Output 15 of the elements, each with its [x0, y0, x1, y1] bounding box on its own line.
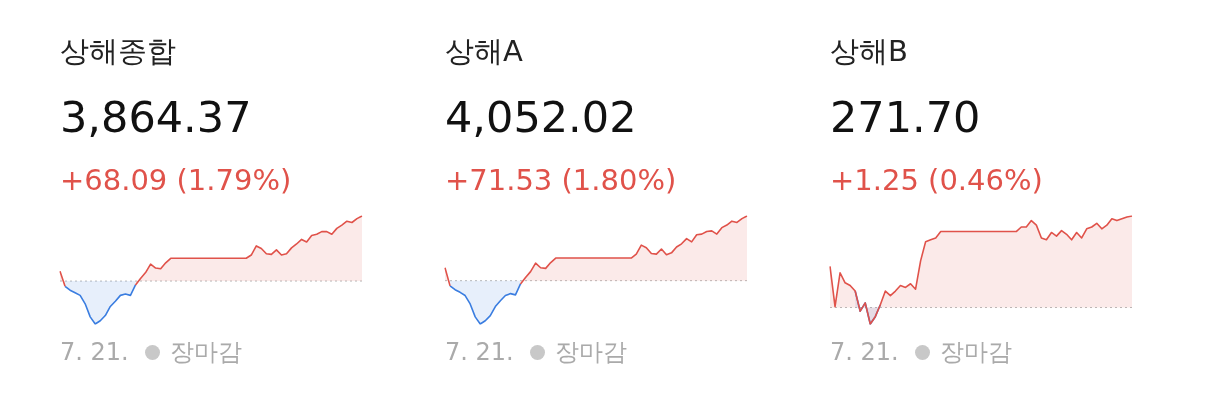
chart-title: 상해종합 — [60, 33, 176, 70]
chart-subtitle: 4,052.02 — [445, 92, 637, 142]
text: 7. 21. — [60, 338, 129, 366]
text: 장마감 — [939, 337, 1012, 368]
text: +68.09 (1.79%) — [60, 163, 292, 197]
chart-title: 상해B — [830, 33, 908, 70]
text: 7. 21. — [445, 338, 514, 366]
chart-subtitle: 3,864.37 — [60, 92, 252, 142]
text: +71.53 (1.80%) — [445, 163, 677, 197]
text: 장마감 — [554, 337, 627, 368]
chart-title: 상해A — [445, 33, 523, 70]
chart-subtitle: 271.70 — [830, 92, 981, 142]
text: 장마감 — [169, 337, 242, 368]
text: +1.25 (0.46%) — [830, 163, 1043, 197]
text: 7. 21. — [830, 338, 899, 366]
